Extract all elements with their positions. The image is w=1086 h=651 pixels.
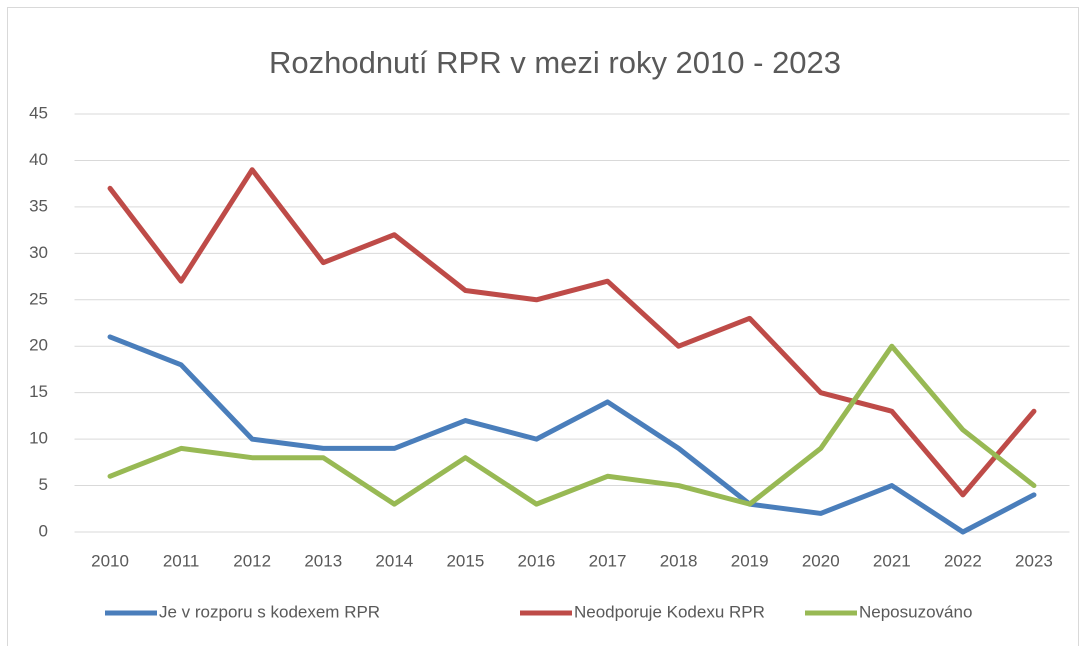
y-tick-label: 15: [29, 382, 48, 401]
x-tick-label: 2016: [518, 551, 556, 570]
chart-title: Rozhodnutí RPR v mezi roky 2010 - 2023: [269, 45, 841, 80]
x-tick-label: 2018: [660, 551, 698, 570]
x-tick-label: 2019: [731, 551, 769, 570]
y-tick-label: 40: [29, 150, 48, 169]
legend-label: Je v rozporu s kodexem RPR: [159, 602, 380, 621]
x-tick-label: 2022: [944, 551, 982, 570]
series-line: [107, 334, 1037, 535]
series-line: [107, 167, 1037, 498]
chart-frame: [7, 7, 1079, 648]
x-tick-label: 2020: [802, 551, 840, 570]
y-tick-label: 25: [29, 289, 48, 308]
y-tick-label: 45: [29, 103, 48, 122]
legend-label: Neposuzováno: [859, 602, 972, 621]
x-tick-label: 2023: [1015, 551, 1053, 570]
series-line: [107, 343, 1037, 507]
y-tick-label: 5: [39, 475, 48, 494]
x-tick-label: 2017: [589, 551, 627, 570]
x-tick-label: 2013: [304, 551, 342, 570]
y-tick-label: 30: [29, 243, 48, 262]
x-tick-label: 2021: [873, 551, 911, 570]
x-tick-label: 2012: [233, 551, 271, 570]
y-tick-label: 10: [29, 429, 48, 448]
y-tick-label: 20: [29, 336, 48, 355]
x-tick-label: 2010: [91, 551, 129, 570]
y-tick-label: 0: [39, 521, 48, 540]
x-tick-label: 2011: [163, 551, 200, 570]
legend-label: Neodporuje Kodexu RPR: [574, 602, 765, 621]
y-tick-label: 35: [29, 196, 48, 215]
x-tick-label: 2014: [375, 551, 413, 570]
x-tick-label: 2015: [446, 551, 484, 570]
